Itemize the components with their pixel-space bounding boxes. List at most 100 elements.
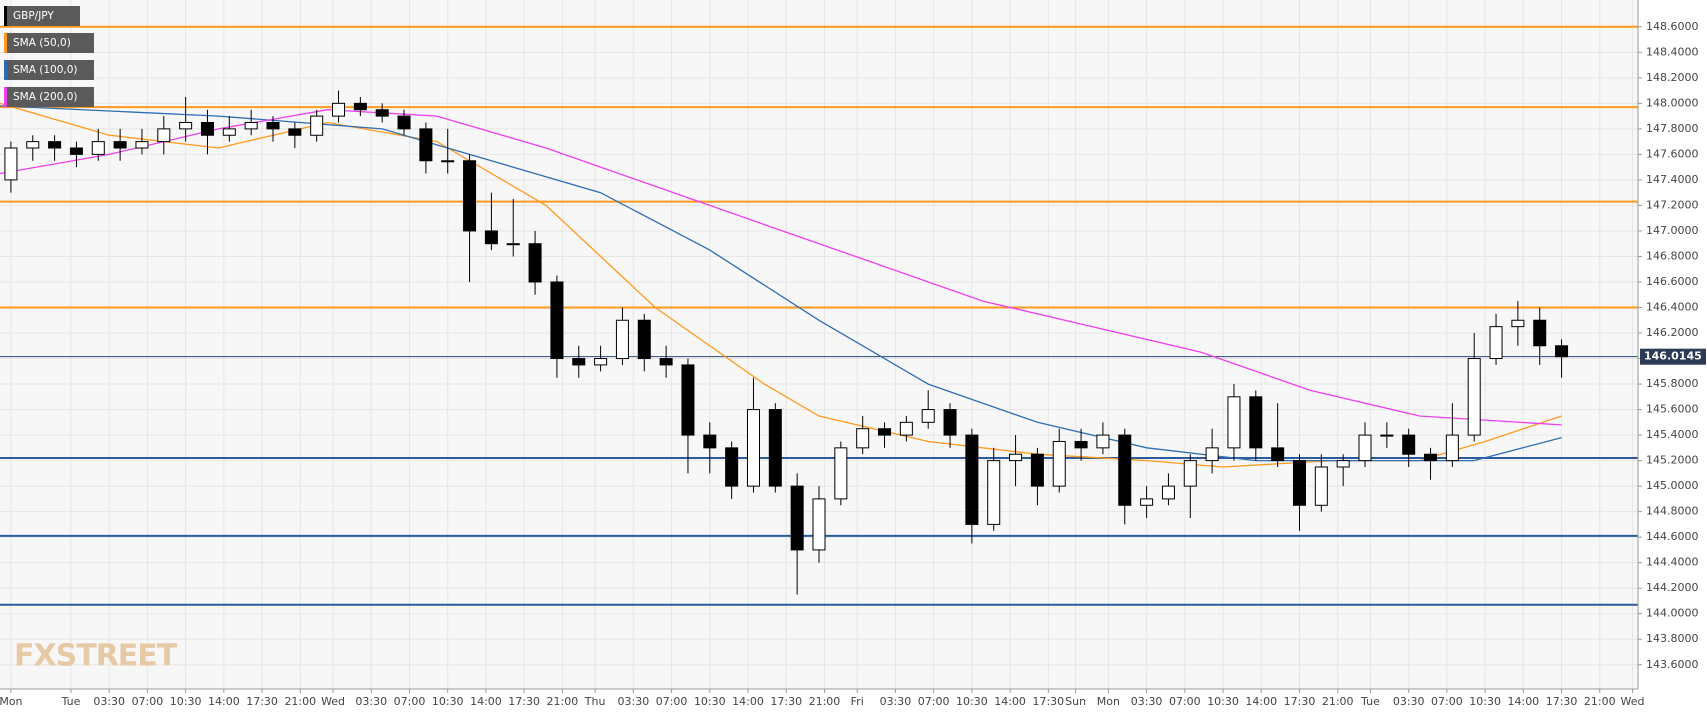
- legend-label: SMA (200,0): [13, 91, 78, 103]
- x-tick-label: 14:00: [1245, 695, 1277, 708]
- plot-background: [0, 0, 1638, 689]
- candle-body: [1161, 485, 1175, 500]
- y-tick-label: 145.2000: [1646, 454, 1699, 467]
- candle-body: [681, 364, 695, 436]
- candle-body: [1030, 453, 1044, 487]
- candle-body: [1402, 434, 1416, 455]
- candle-body: [594, 358, 608, 366]
- candle-body: [1358, 434, 1372, 462]
- x-tick-label: 03:30: [1131, 695, 1163, 708]
- x-tick-label: 07:00: [394, 695, 426, 708]
- candle-body: [899, 421, 913, 436]
- x-tick-label: 17:30: [1032, 695, 1064, 708]
- legend-box: [4, 33, 94, 53]
- y-tick-label: 146.4000: [1646, 300, 1699, 313]
- candle-body: [987, 460, 1001, 525]
- candle-body: [943, 409, 957, 436]
- candle-body: [528, 243, 542, 283]
- x-tick-label: 03:30: [1393, 695, 1425, 708]
- legend-label: GBP/JPY: [13, 10, 54, 22]
- y-tick-label: 144.8000: [1646, 505, 1699, 518]
- x-tick-label: 14:00: [1507, 695, 1539, 708]
- x-tick-label: 17:30: [246, 695, 278, 708]
- x-tick-label: Tue: [61, 695, 81, 708]
- candle-body: [1314, 466, 1328, 506]
- candle-body: [48, 141, 62, 149]
- y-tick-label: 146.8000: [1646, 249, 1699, 262]
- candle-body: [484, 230, 498, 245]
- legend-box: [4, 87, 94, 107]
- candle-body: [725, 447, 739, 487]
- legend-label: SMA (50,0): [13, 37, 71, 49]
- candle-body: [375, 109, 389, 117]
- y-tick-label: 145.0000: [1646, 479, 1699, 492]
- legend-swatch: [4, 33, 7, 53]
- legend-swatch: [4, 6, 7, 26]
- candle-body: [921, 409, 935, 423]
- x-tick-label: 21:00: [809, 695, 841, 708]
- candle-body: [856, 428, 870, 449]
- legend-swatch: [4, 87, 7, 107]
- candle-body: [463, 160, 477, 232]
- candle-body: [878, 428, 892, 436]
- x-tick-label: 03:30: [880, 695, 912, 708]
- candle-body: [812, 498, 826, 551]
- x-tick-label: Sun: [1065, 695, 1086, 708]
- y-tick-label: 148.0000: [1646, 96, 1699, 109]
- candle-body: [26, 141, 40, 149]
- candle-body: [1205, 447, 1219, 462]
- y-tick-label: 146.2000: [1646, 326, 1699, 339]
- x-tick-label: 07:00: [656, 695, 688, 708]
- candle-body: [965, 434, 979, 525]
- y-tick-label: 143.6000: [1646, 658, 1699, 671]
- candle-body: [135, 141, 149, 149]
- y-tick-label: 143.8000: [1646, 632, 1699, 645]
- candle-body: [288, 128, 302, 136]
- candle-body: [113, 141, 127, 149]
- candle-body: [179, 121, 193, 130]
- candle-body: [1074, 440, 1088, 449]
- candle-body: [615, 319, 629, 360]
- candle-body: [1380, 434, 1394, 437]
- y-tick-label: 146.6000: [1646, 275, 1699, 288]
- y-tick-label: 147.2000: [1646, 198, 1699, 211]
- last-price-label: 146.0145: [1644, 350, 1702, 363]
- x-tick-label: 07:00: [1169, 695, 1201, 708]
- candle-body: [397, 115, 411, 130]
- candle-body: [1511, 319, 1525, 328]
- candle-body: [91, 141, 105, 155]
- candle-body: [1555, 345, 1569, 358]
- candle-body: [1227, 396, 1241, 449]
- candle-body: [1489, 326, 1503, 360]
- x-tick-label: 17:30: [770, 695, 802, 708]
- candle-body: [1292, 460, 1306, 506]
- x-tick-label: 14:00: [732, 695, 764, 708]
- y-tick-label: 145.8000: [1646, 377, 1699, 390]
- y-tick-label: 147.8000: [1646, 122, 1699, 135]
- candle-body: [200, 121, 214, 136]
- candle-body: [4, 147, 18, 181]
- candle-body: [419, 128, 433, 162]
- legend-box: [4, 6, 80, 26]
- y-tick-label: 147.0000: [1646, 224, 1699, 237]
- y-tick-label: 144.0000: [1646, 607, 1699, 620]
- candle-body: [768, 409, 782, 487]
- y-tick-label: 148.2000: [1646, 71, 1699, 84]
- candle-body: [1009, 453, 1023, 462]
- candle-body: [1183, 460, 1197, 487]
- candle-body: [659, 358, 673, 366]
- x-tick-label: Wed: [1621, 695, 1645, 708]
- candle-body: [1336, 460, 1350, 468]
- y-tick-label: 147.6000: [1646, 147, 1699, 160]
- candle-body: [746, 409, 760, 487]
- y-tick-label: 145.6000: [1646, 403, 1699, 416]
- candle-body: [1096, 434, 1110, 449]
- candle-body: [157, 128, 171, 143]
- x-tick-label: 21:00: [284, 695, 316, 708]
- x-tick-label: 21:00: [1584, 695, 1616, 708]
- candle-body: [572, 358, 586, 366]
- x-tick-label: Tue: [1360, 695, 1380, 708]
- candle-body: [1533, 319, 1547, 347]
- candle-body: [332, 102, 346, 117]
